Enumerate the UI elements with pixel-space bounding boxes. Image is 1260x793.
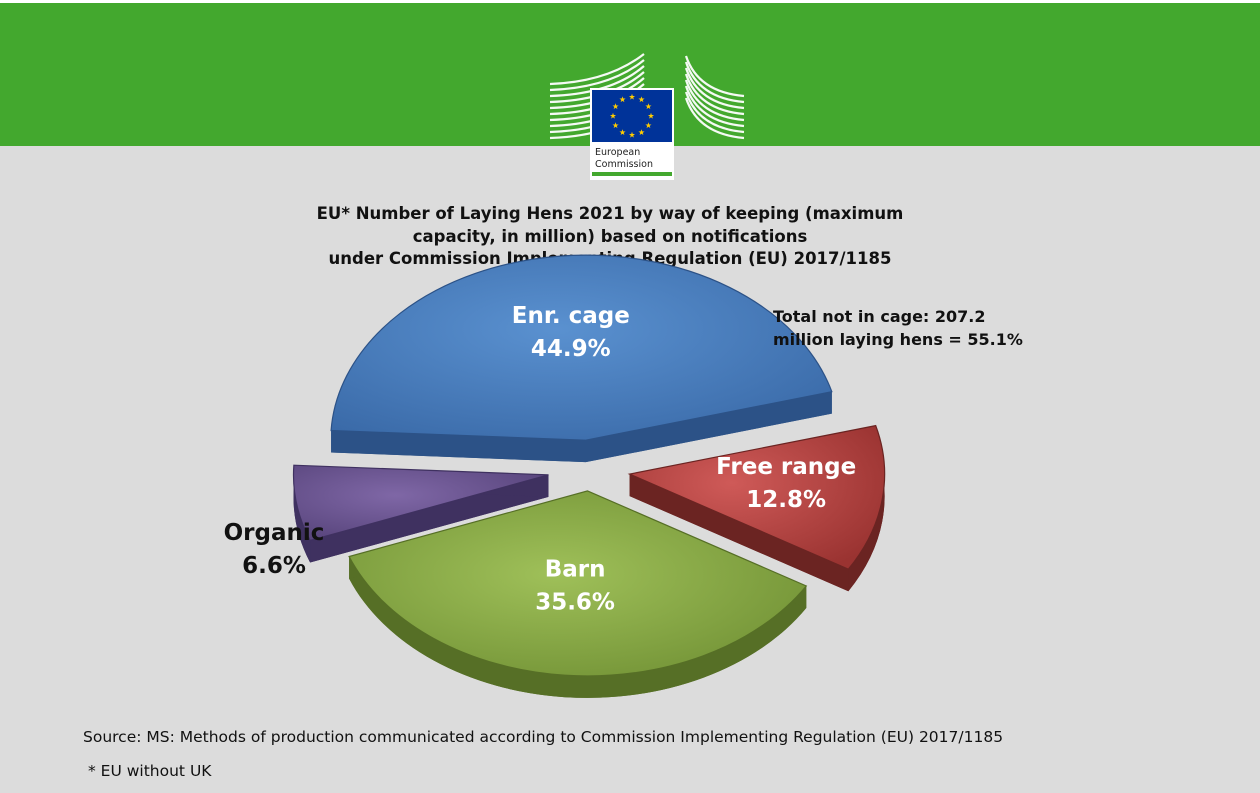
eu-star-icon: [612, 103, 619, 110]
eu-star-icon: [628, 131, 636, 138]
slice-rim-organic: [293, 465, 311, 563]
logo-text-commission: Commission: [595, 159, 653, 170]
source-text: Source: MS: Methods of production commun…: [83, 728, 1004, 746]
slice-name-label: Free range: [716, 454, 856, 480]
slice-name-label: Organic: [224, 520, 325, 546]
eu-star-icon: [612, 122, 619, 129]
slice-rim-free-range: [848, 425, 885, 592]
eu-star-icon: [638, 129, 645, 136]
slice-barn: [348, 490, 808, 677]
slice-name-label: Barn: [545, 556, 606, 582]
eu-star-icon: [647, 112, 655, 119]
slice-enr-cage: [330, 254, 833, 441]
eu-star-icon: [609, 112, 617, 119]
slice-organic: [292, 464, 549, 542]
slice-wall: [331, 430, 586, 463]
eu-star-icon: [645, 122, 652, 129]
slice-wall: [310, 474, 549, 563]
eu-star-icon: [628, 93, 636, 100]
slice-value-label: 12.8%: [746, 487, 826, 513]
slice-rim-barn: [349, 556, 807, 698]
eu-star-icon: [619, 96, 626, 103]
eu-star-icon: [619, 129, 626, 136]
slice-value-label: 6.6%: [242, 553, 306, 579]
slice-free-range: [627, 424, 886, 570]
slice-wall: [629, 474, 849, 592]
slice-name-label: Enr. cage: [512, 303, 630, 329]
total-not-in-cage-note: Total not in cage: 207.2 million laying …: [773, 307, 1023, 349]
slice-value-label: 44.9%: [531, 336, 611, 362]
slice-wall: [585, 391, 832, 463]
logo-text-european: European: [595, 147, 640, 158]
eu-star-icon: [638, 96, 645, 103]
eu-star-icon: [645, 103, 652, 110]
european-commission-logo: European Commission: [549, 53, 745, 180]
footnote-text: * EU without UK: [88, 762, 212, 780]
slice-value-label: 35.6%: [535, 589, 615, 615]
